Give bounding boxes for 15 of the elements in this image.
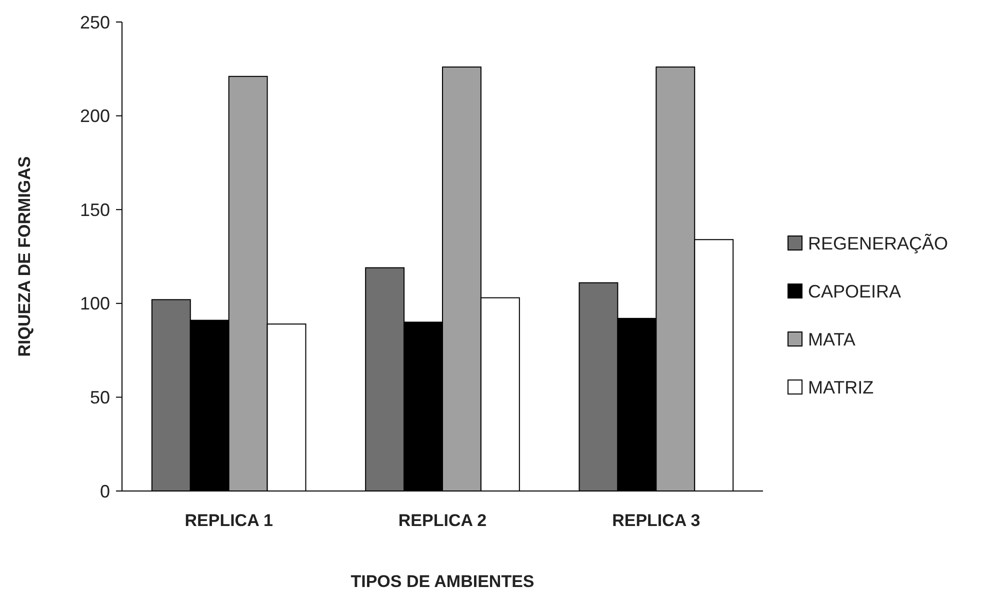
legend-label: MATRIZ	[808, 377, 874, 398]
legend-label: REGENERAÇÃO	[808, 233, 948, 254]
legend-label: CAPOEIRA	[808, 281, 902, 302]
x-tick-label: REPLICA 2	[398, 511, 487, 530]
y-tick-label: 200	[80, 106, 110, 126]
y-tick-label: 0	[100, 481, 110, 502]
y-axis-title: RIQUEZA DE FORMIGAS	[15, 156, 34, 357]
x-axis-title: TIPOS DE AMBIENTES	[350, 572, 534, 591]
x-tick-label: REPLICA 1	[184, 511, 273, 530]
y-tick-label: 250	[80, 12, 110, 32]
legend-label: MATA	[808, 329, 856, 350]
x-tick-label: REPLICA 3	[612, 511, 700, 530]
y-tick-label: 50	[90, 388, 110, 408]
y-tick-label: 100	[80, 294, 110, 314]
y-tick-label: 150	[80, 200, 110, 220]
